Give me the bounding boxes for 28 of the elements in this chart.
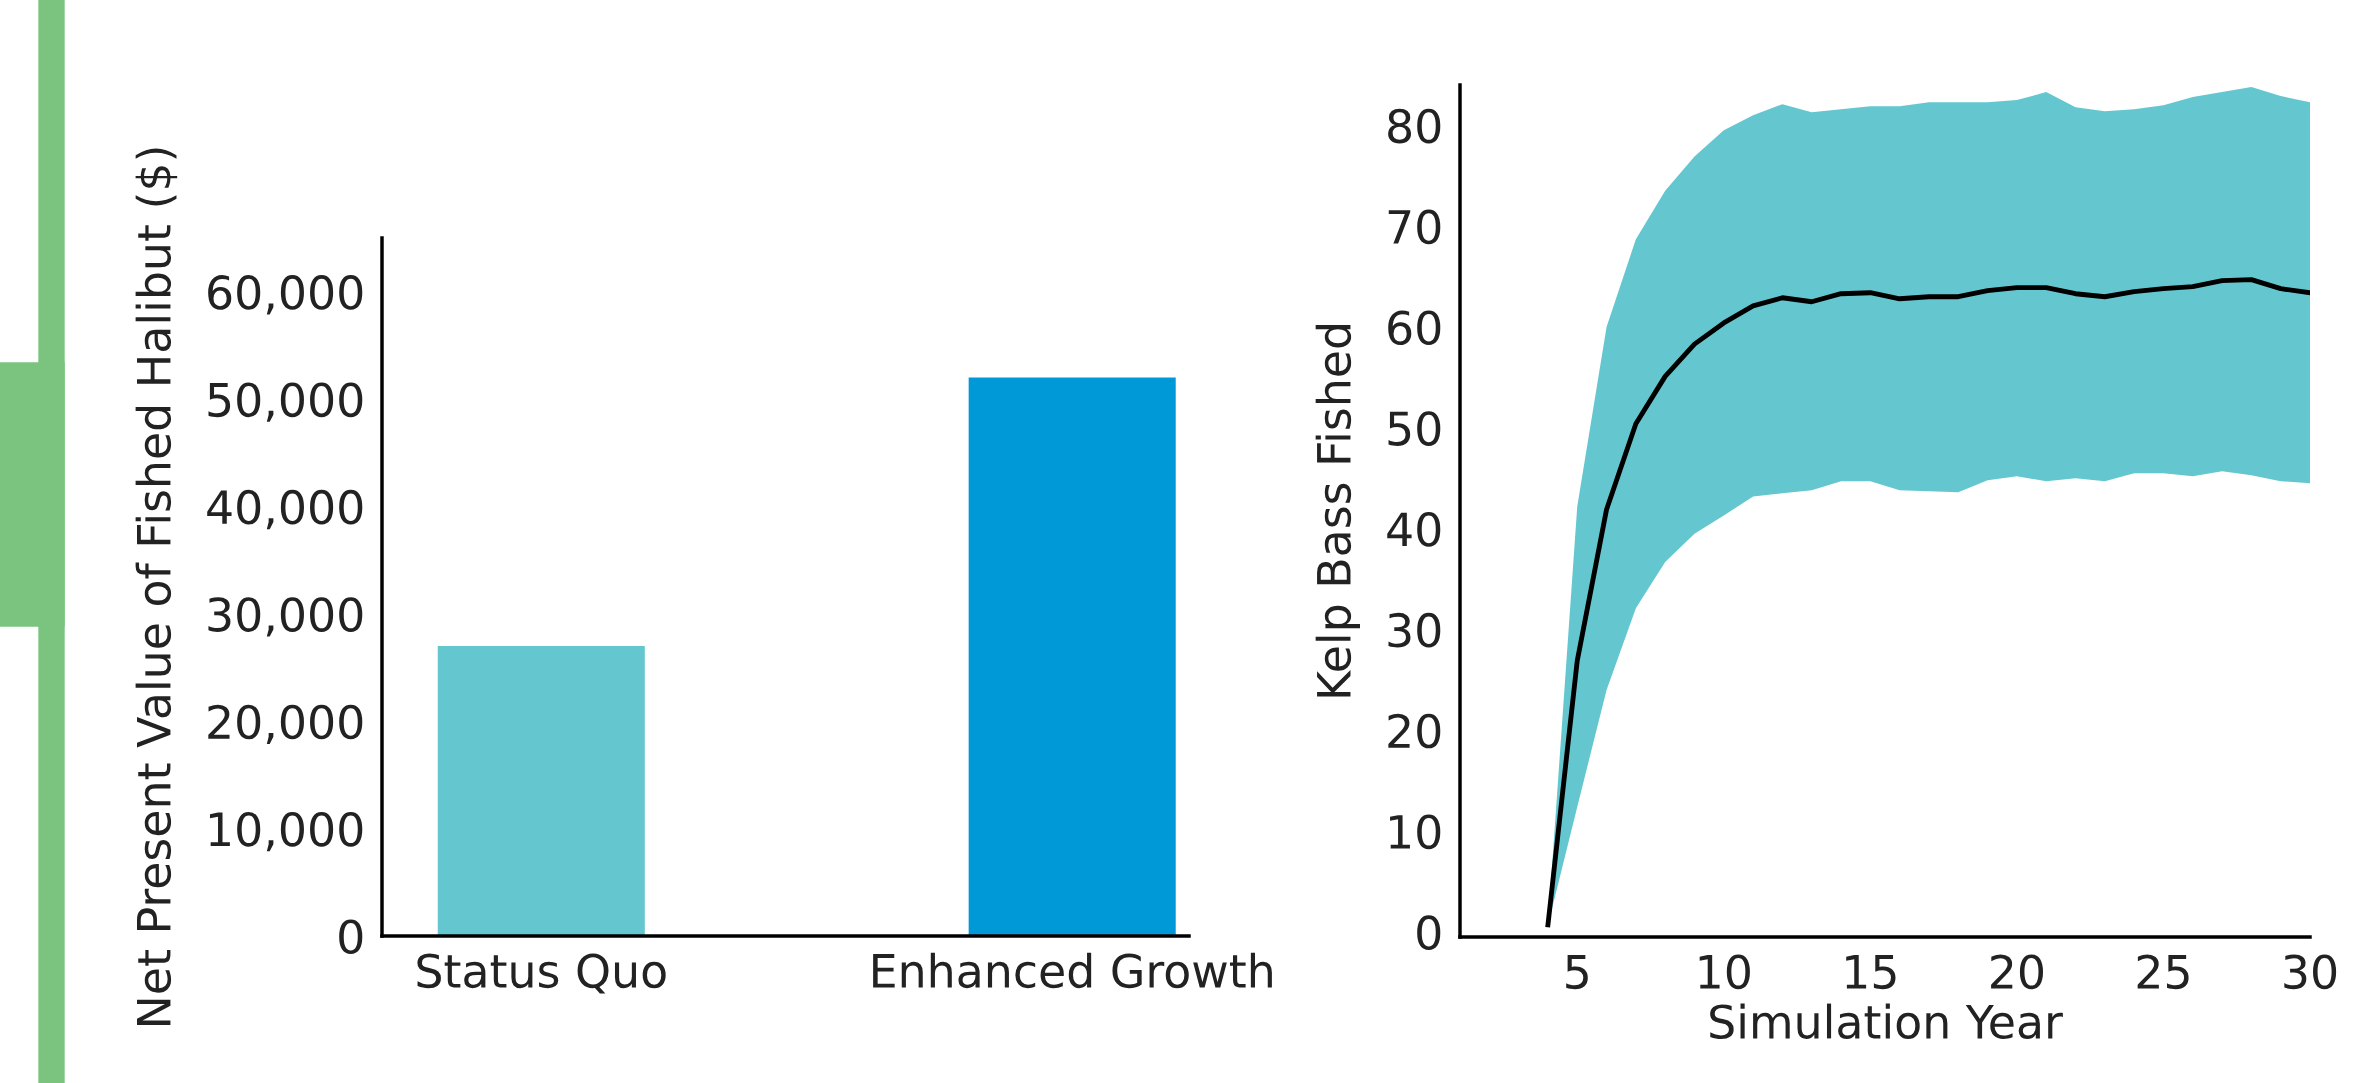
y-tick-label: 70	[1388, 209, 1441, 245]
y-tick-label: 30,000	[208, 597, 363, 637]
line-series	[1545, 277, 2310, 928]
x-tick-label: 10	[1699, 954, 1750, 990]
x-tick-label: 25	[2137, 954, 2189, 990]
x-axis-title: Simulation Year	[1710, 1003, 2063, 1040]
x-tick-label: 15	[1846, 955, 1896, 990]
y-axis-title: Net Present Value of Fished Halibut ($)	[135, 148, 178, 1025]
y-tick-label: 40,000	[207, 489, 363, 530]
y-tick-label: 50,000	[208, 382, 363, 422]
y-tick-label: 20,000	[208, 704, 363, 744]
y-tick-label: 20	[1388, 713, 1441, 749]
y-tick-label: 60	[1388, 310, 1441, 346]
y-tick-label: 60,000	[208, 275, 363, 315]
y-tick-label: 80	[1388, 108, 1441, 144]
y-tick-label: 50	[1388, 411, 1441, 446]
x-tick-label: 20	[1991, 954, 2044, 990]
y-tick-label: 10	[1390, 814, 1441, 850]
y-tick-label: 10,000	[209, 812, 363, 852]
y-axis-title: Kelp Bass Fished	[1315, 325, 1361, 697]
x-tick-label: Status Quo	[417, 953, 666, 994]
x-tick-label: 5	[1566, 955, 1588, 990]
x-tick-label: Enhanced Growth	[873, 952, 1272, 989]
y-tick-label: 0	[339, 919, 363, 955]
y-tick-label: 0	[1417, 915, 1441, 951]
x-tick-label: 30	[2284, 954, 2337, 990]
y-tick-label: 40	[1387, 512, 1441, 547]
y-tick-label: 30	[1388, 612, 1441, 648]
